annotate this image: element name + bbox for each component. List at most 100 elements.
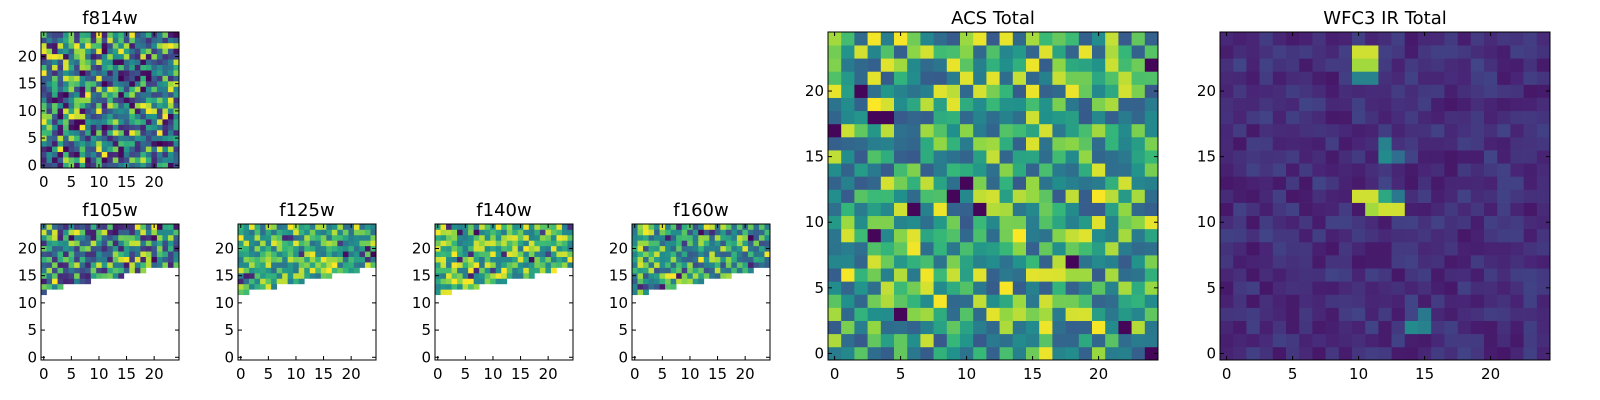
heatmap-cell: [1065, 136, 1080, 151]
heatmap-cell: [1536, 84, 1551, 98]
heatmap-cell: [880, 163, 895, 177]
heatmap-cell: [894, 307, 908, 321]
heatmap-cell: [692, 272, 699, 279]
heatmap-cell: [670, 256, 677, 263]
heatmap-cell: [446, 289, 452, 296]
heatmap-cell: [637, 245, 644, 252]
heatmap-cell: [1092, 45, 1106, 59]
heatmap-cell: [1299, 97, 1313, 112]
heatmap-cell: [854, 346, 868, 361]
heatmap-cell: [490, 245, 497, 252]
heatmap-cell: [326, 229, 333, 236]
heatmap-cell: [501, 256, 508, 263]
heatmap-cell: [681, 251, 688, 257]
heatmap-cell: [167, 140, 174, 147]
heatmap-cell: [107, 262, 114, 268]
heatmap-cell: [1536, 136, 1551, 151]
y-tick-label: 0: [814, 344, 824, 362]
heatmap-cell: [1352, 45, 1366, 59]
heatmap-cell: [1325, 255, 1340, 269]
heatmap-cell: [57, 234, 64, 241]
x-tick-label: 10: [89, 365, 108, 383]
heatmap-cell: [162, 108, 169, 114]
heatmap-cell: [249, 267, 255, 274]
heatmap-cell: [1457, 150, 1472, 164]
heatmap-cell: [118, 224, 125, 230]
heatmap-cell: [145, 75, 152, 82]
heatmap-cell: [999, 294, 1014, 308]
heatmap-cell: [880, 320, 895, 335]
heatmap-cell: [506, 262, 513, 268]
heatmap-cell: [282, 256, 289, 263]
heatmap-cell: [1536, 163, 1551, 177]
heatmap-cell: [145, 97, 152, 104]
heatmap-cell: [665, 240, 671, 247]
heatmap-cell: [52, 113, 58, 120]
heatmap-cell: [880, 228, 895, 243]
heatmap-cell: [118, 262, 125, 268]
heatmap-cell: [112, 48, 119, 55]
y-tick-label: 15: [18, 75, 37, 93]
heatmap-cell: [920, 123, 934, 138]
heatmap-cell: [134, 32, 141, 38]
heatmap-cell: [742, 251, 749, 257]
heatmap-cell: [1118, 71, 1132, 85]
heatmap-cell: [112, 267, 119, 274]
heatmap-cell: [1457, 58, 1472, 72]
heatmap-cell: [567, 262, 574, 268]
heatmap-cell: [162, 32, 169, 38]
heatmap-cell: [107, 37, 114, 44]
heatmap-cell: [1092, 176, 1106, 190]
heatmap-cell: [74, 53, 80, 60]
heatmap-cell: [920, 150, 934, 164]
heatmap-cell: [1444, 320, 1458, 335]
heatmap-cell: [854, 71, 868, 85]
heatmap-cell: [1338, 97, 1353, 112]
heatmap-cell: [112, 229, 119, 236]
heatmap-cell: [254, 283, 261, 290]
heatmap-cell: [1092, 268, 1106, 282]
heatmap-cell: [654, 234, 660, 241]
heatmap-cell: [828, 346, 842, 361]
heatmap-cell: [473, 283, 480, 290]
heatmap-cell: [703, 224, 710, 230]
heatmap-cell: [1272, 333, 1287, 348]
heatmap-cell: [249, 283, 255, 290]
heatmap-cell: [468, 267, 474, 274]
heatmap-cell: [1312, 333, 1326, 348]
heatmap-cell: [1391, 202, 1406, 217]
heatmap-cell: [1078, 346, 1093, 361]
heatmap-cell: [353, 240, 360, 247]
y-tick-label: 20: [805, 82, 824, 100]
heatmap-cell: [1325, 58, 1340, 72]
heatmap-cell: [637, 251, 644, 257]
heatmap-cell: [1510, 228, 1524, 243]
heatmap-cell: [1484, 255, 1498, 269]
heatmap-cell: [1131, 163, 1146, 177]
heatmap-cell: [1259, 307, 1274, 321]
x-tick-label: 5: [67, 365, 77, 383]
heatmap-cell: [145, 102, 152, 109]
heatmap-cell: [107, 86, 114, 93]
heatmap-cell: [714, 256, 721, 263]
heatmap-cell: [1078, 97, 1093, 112]
heatmap-cell: [315, 256, 322, 263]
heatmap-cell: [946, 150, 961, 164]
heatmap-cell: [986, 202, 1000, 217]
heatmap-cell: [101, 272, 108, 279]
heatmap-cell: [140, 91, 147, 98]
heatmap-cell: [880, 71, 895, 85]
heatmap-cell: [1325, 163, 1340, 177]
heatmap-cell: [68, 97, 75, 104]
heatmap-cell: [1220, 163, 1234, 177]
heatmap-cell: [1470, 241, 1485, 256]
heatmap-cell: [298, 272, 305, 279]
heatmap-cell: [1039, 346, 1053, 361]
heatmap-cell: [1338, 307, 1353, 321]
heatmap-cell: [151, 91, 158, 98]
heatmap-cell: [107, 59, 114, 65]
heatmap-cell: [96, 140, 103, 147]
heatmap-cell: [326, 267, 333, 274]
heatmap-cell: [894, 32, 908, 46]
heatmap-cell: [63, 129, 69, 136]
